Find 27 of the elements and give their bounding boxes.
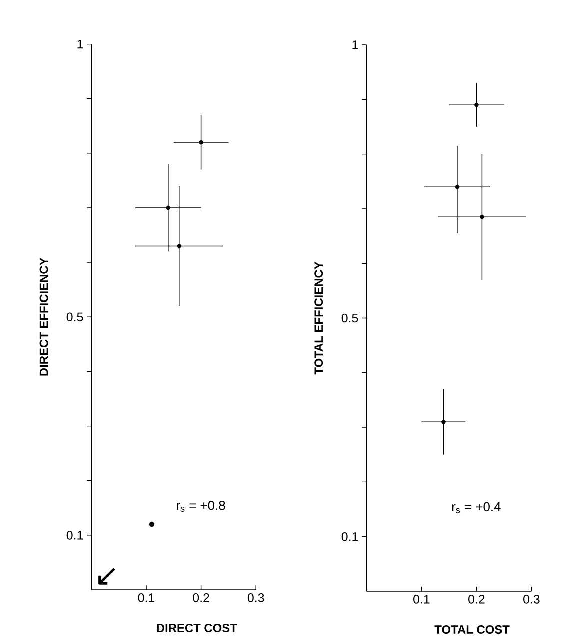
y-tick-label: 1: [78, 40, 84, 49]
annotation: ↙: [98, 568, 116, 585]
x-tick-label: 0.2: [468, 595, 485, 604]
annotation: r$_{s}$ = +0.8: [177, 501, 226, 512]
x-axis-title: DIRECT COST: [157, 624, 238, 632]
y-axis-title: TOTAL EFFICIENCY: [314, 262, 324, 375]
x-tick-label: 0.1: [414, 595, 430, 604]
point: [474, 102, 479, 108]
x-axis-title: TOTAL COST: [434, 626, 510, 634]
point: [442, 420, 446, 424]
y-tick-label: 0.5: [342, 314, 358, 323]
y-tick-label: 0.1: [342, 532, 358, 542]
x-tick-label: 0.3: [524, 595, 540, 604]
x-tick-label: 0.1: [138, 594, 155, 602]
x-tick-label: 0.3: [248, 594, 264, 602]
y-tick-label: 1: [352, 40, 358, 50]
annotation: r$_{s}$ = +0.4: [452, 502, 501, 514]
point: [455, 184, 460, 190]
x-tick-label: 0.2: [193, 594, 210, 602]
point: [480, 214, 484, 220]
point: [199, 140, 204, 145]
y-tick-label: 0.5: [66, 312, 84, 322]
point: [177, 244, 182, 248]
point: [149, 522, 155, 528]
point: [166, 206, 171, 210]
y-tick-label: 0.1: [66, 531, 84, 540]
y-axis-title: DIRECT EFFICIENCY: [40, 258, 48, 376]
